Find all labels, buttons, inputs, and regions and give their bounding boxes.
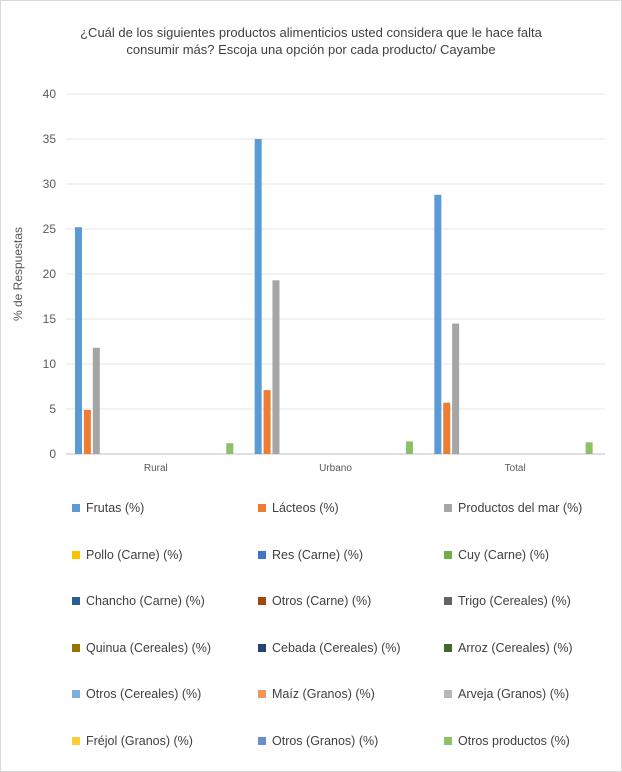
y-tick-label: 20: [43, 267, 57, 281]
chart-title-line-1: ¿Cuál de los siguientes productos alimen…: [80, 25, 542, 40]
bar: [75, 227, 82, 454]
y-tick-label: 5: [49, 402, 56, 416]
bar: [434, 194, 442, 455]
x-tick-label: Urbano: [319, 463, 352, 474]
x-tick-label: Total: [505, 463, 526, 474]
y-tick-label: 25: [43, 222, 57, 236]
bar: [92, 347, 100, 454]
y-tick-label: 30: [43, 177, 57, 191]
bar: [263, 390, 271, 454]
y-tick-label: 0: [49, 447, 56, 461]
y-tick-label: 15: [43, 312, 57, 326]
y-axis-label: % de Respuestas: [11, 227, 25, 321]
chart-title: ¿Cuál de los siguientes productos alimen…: [0, 24, 622, 58]
bar: [452, 323, 460, 454]
x-tick-label: Rural: [144, 463, 168, 474]
bar: [585, 442, 593, 454]
bar: [83, 409, 91, 454]
bar: [272, 280, 280, 454]
y-tick-label: 35: [43, 132, 57, 146]
chart-title-line-2: consumir más? Escoja una opción por cada…: [126, 42, 496, 57]
bar: [254, 139, 262, 454]
bar: [405, 441, 413, 454]
y-tick-label: 40: [43, 87, 57, 101]
bar: [226, 443, 234, 454]
y-tick-label: 10: [43, 357, 57, 371]
bar: [443, 402, 451, 454]
